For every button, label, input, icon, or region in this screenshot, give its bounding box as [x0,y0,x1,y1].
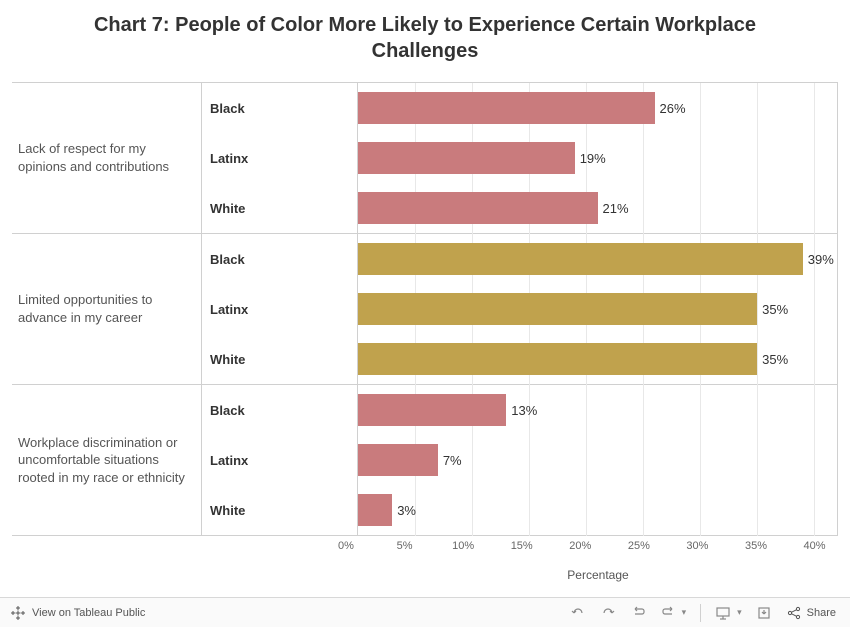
refresh-icon[interactable] [660,605,676,621]
subcategory-label: Latinx [202,435,357,485]
subcategory-label: Black [202,234,357,284]
view-on-tableau-link[interactable]: View on Tableau Public [32,607,145,619]
x-tick-label: 25% [628,540,650,552]
bar-value-label: 26% [660,101,686,116]
share-label: Share [807,607,836,619]
bar-row: 19% [358,133,837,183]
x-axis-title: Percentage [346,568,850,582]
subcategory-column: BlackLatinxWhite [202,234,358,384]
x-tick-label: 40% [804,540,826,552]
download-icon[interactable] [756,605,772,621]
bar[interactable] [358,142,575,174]
bar[interactable] [358,444,438,476]
category-label: Workplace discrimination or uncomfortabl… [12,385,202,535]
bar-value-label: 7% [443,453,462,468]
subcategory-column: BlackLatinxWhite [202,83,358,233]
bars-group: 13% 7% 3% [358,385,837,536]
bar[interactable] [358,494,392,526]
x-tick-label: 30% [686,540,708,552]
bar[interactable] [358,394,506,426]
chart-title: Chart 7: People of Color More Likely to … [0,0,850,72]
bar-row: 39% [358,234,837,284]
category-label: Lack of respect for my opinions and cont… [12,83,202,233]
bar-row: 13% [358,385,837,435]
bar-value-label: 3% [397,503,416,518]
category-label: Limited opportunities to advance in my c… [12,234,202,384]
category-group: Workplace discrimination or uncomfortabl… [12,385,358,536]
bar-row: 3% [358,485,837,535]
x-tick-label: 10% [452,540,474,552]
bar-value-label: 35% [762,302,788,317]
bar[interactable] [358,92,655,124]
undo-icon[interactable] [570,605,586,621]
bar[interactable] [358,243,803,275]
bar-value-label: 39% [808,252,834,267]
subcategory-label: White [202,485,357,535]
category-group: Lack of respect for my opinions and cont… [12,83,358,234]
category-column: Lack of respect for my opinions and cont… [12,82,358,536]
subcategory-label: Latinx [202,284,357,334]
chevron-down-icon[interactable]: ▾ [737,607,742,618]
x-axis: 0%5%10%15%20%25%30%35%40% [346,536,838,566]
share-icon [786,605,802,621]
x-tick-label: 15% [511,540,533,552]
subcategory-label: White [202,334,357,384]
subcategory-label: Latinx [202,133,357,183]
chevron-down-icon[interactable]: ▾ [682,607,687,618]
bar-row: 35% [358,284,837,334]
share-button[interactable]: Share [786,605,836,621]
subcategory-label: Black [202,385,357,435]
bar-value-label: 35% [762,352,788,367]
category-group: Limited opportunities to advance in my c… [12,234,358,385]
toolbar: View on Tableau Public ▾ ▾ Share [0,597,850,627]
bar-row: 35% [358,334,837,384]
x-tick-label: 5% [397,540,413,552]
bar-value-label: 21% [603,201,629,216]
bar[interactable] [358,192,598,224]
bar-row: 21% [358,183,837,233]
bar-value-label: 19% [580,151,606,166]
bar-value-label: 13% [511,403,537,418]
x-tick-label: 35% [745,540,767,552]
bars-group: 39% 35% 35% [358,234,837,385]
subcategory-label: Black [202,83,357,133]
subcategory-label: White [202,183,357,233]
revert-icon[interactable] [630,605,646,621]
redo-icon[interactable] [600,605,616,621]
bar-row: 7% [358,435,837,485]
bar[interactable] [358,343,757,375]
toolbar-separator [700,604,701,622]
x-tick-label: 0% [338,540,354,552]
presentation-icon[interactable] [715,605,731,621]
bar[interactable] [358,293,757,325]
bars-column: 26% 19% 21% 39% 35% 35% 13% 7% 3% [358,82,838,536]
subcategory-column: BlackLatinxWhite [202,385,358,535]
tableau-logo-icon [10,605,26,621]
bars-group: 26% 19% 21% [358,83,837,234]
bar-row: 26% [358,83,837,133]
x-tick-label: 20% [569,540,591,552]
chart-area: Lack of respect for my opinions and cont… [12,82,838,536]
